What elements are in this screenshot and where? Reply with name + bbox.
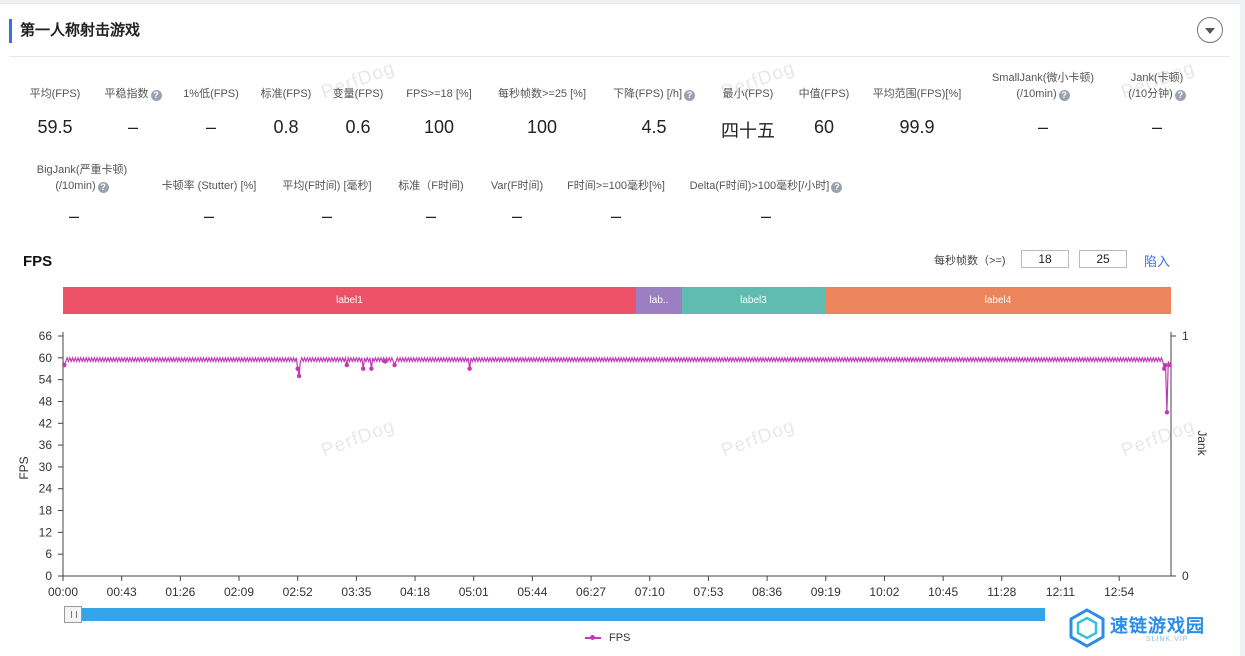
metric-value: – bbox=[321, 206, 332, 226]
metric-big-jank: BigJank(严重卡顿) (/10min)? – bbox=[20, 162, 144, 232]
metric-label: 1%低(FPS) bbox=[183, 88, 239, 100]
help-icon[interactable]: ? bbox=[684, 90, 696, 101]
metric-label-unit: (/10min) bbox=[55, 180, 96, 192]
metric-value: – bbox=[425, 206, 436, 226]
metric-stutter: 卡顿率 (Stutter) [%] – bbox=[152, 178, 266, 232]
help-icon[interactable]: ? bbox=[97, 182, 109, 193]
metric-small-jank: SmallJank(微小卡顿) (/10min)? – bbox=[976, 70, 1110, 142]
metric-label: Var(F时间) bbox=[490, 180, 544, 192]
metric-label: 平稳指数 bbox=[104, 88, 149, 100]
metric-fps-ge-18: FPS>=18 [%] 100 bbox=[399, 86, 479, 142]
metric-label: 标准（F时间) bbox=[398, 180, 464, 192]
help-icon[interactable]: ? bbox=[1058, 90, 1070, 101]
metric-value: – bbox=[203, 206, 214, 226]
fps-chart-title: FPS bbox=[23, 253, 53, 270]
metric-value: 0.8 bbox=[273, 117, 299, 137]
chart-legend[interactable]: FPS bbox=[585, 632, 630, 644]
metric-var-frametime: Var(F时间) – bbox=[480, 178, 554, 232]
timeline-scrollbar[interactable] bbox=[64, 608, 1045, 621]
help-icon[interactable]: ? bbox=[150, 90, 162, 101]
help-icon[interactable]: ? bbox=[1174, 90, 1186, 101]
metric-value: 99.9 bbox=[899, 117, 935, 137]
label-band-3[interactable]: label3 bbox=[682, 287, 825, 314]
threshold-label: 每秒帧数（>=) bbox=[934, 255, 1006, 267]
metric-value: – bbox=[1037, 117, 1048, 137]
metric-label: 平均(FPS) bbox=[29, 88, 81, 100]
section-title: 第一人称射击游戏 bbox=[9, 19, 140, 43]
metric-avg-frametime: 平均(F时间) [毫秒] – bbox=[272, 178, 382, 232]
metric-label: BigJank(严重卡顿) bbox=[36, 164, 128, 176]
metric-label: 中值(FPS) bbox=[798, 88, 850, 100]
metric-label: Delta(F时间)>100毫秒[/小时] bbox=[689, 180, 830, 192]
apply-threshold-link[interactable]: 陷入 bbox=[1144, 254, 1171, 269]
metric-value: – bbox=[760, 206, 771, 226]
metric-frametime-ge-100: F时间>=100毫秒[%] – bbox=[560, 178, 672, 232]
metric-value: 60 bbox=[813, 117, 835, 137]
metric-fps-ge-25: 每秒帧数>=25 [%] 100 bbox=[490, 86, 594, 142]
timeline-scroll-handle[interactable] bbox=[64, 606, 82, 623]
help-icon[interactable]: ? bbox=[831, 182, 843, 193]
metric-value: – bbox=[610, 206, 621, 226]
metric-label: Jank(卡顿) bbox=[1130, 72, 1184, 84]
metric-label-unit: (/10分钟) bbox=[1128, 88, 1173, 100]
metric-avg-fps: 平均(FPS) 59.5 bbox=[20, 86, 90, 142]
label-band-1[interactable]: label1 bbox=[63, 287, 636, 314]
metric-value: – bbox=[68, 206, 79, 226]
metric-value: – bbox=[205, 117, 216, 137]
metric-min-fps: 最小(FPS) 四十五 bbox=[712, 86, 784, 142]
metric-drop-fps: 下降(FPS) [/h]? 4.5 bbox=[604, 86, 704, 142]
metric-value: – bbox=[1151, 117, 1162, 137]
site-logo: 速链游戏园 SLINK.VIP bbox=[1068, 606, 1228, 652]
metric-label: 平均范围(FPS)[%] bbox=[872, 88, 962, 100]
metric-value: 四十五 bbox=[721, 121, 775, 141]
threshold-input-2[interactable]: 25 bbox=[1079, 250, 1127, 268]
legend-series-marker bbox=[585, 635, 601, 641]
threshold-input-1[interactable]: 18 bbox=[1021, 250, 1069, 268]
metric-label: 下降(FPS) [/h] bbox=[612, 88, 683, 100]
label-band-4[interactable]: label4 bbox=[825, 287, 1171, 314]
metric-value: 0.6 bbox=[345, 117, 371, 137]
metric-label-unit: (/10min) bbox=[1016, 88, 1057, 100]
metric-avg-range: 平均范围(FPS)[%] 99.9 bbox=[862, 86, 972, 142]
metric-label: 卡顿率 (Stutter) [%] bbox=[161, 180, 257, 192]
metric-smooth-index: 平稳指数? – bbox=[98, 86, 168, 142]
metric-label: 最小(FPS) bbox=[722, 88, 774, 100]
metric-label: FPS>=18 [%] bbox=[406, 88, 472, 100]
metric-label: 变量(FPS) bbox=[332, 88, 384, 100]
metric-median-fps: 中值(FPS) 60 bbox=[789, 86, 859, 142]
metric-1pct-low: 1%低(FPS) – bbox=[176, 86, 246, 142]
metric-value: 100 bbox=[526, 117, 558, 137]
metric-value: 59.5 bbox=[37, 117, 73, 137]
metric-label: 每秒帧数>=25 [%] bbox=[497, 88, 587, 100]
metric-value: 4.5 bbox=[641, 117, 667, 137]
collapse-chevron-icon[interactable] bbox=[1197, 17, 1223, 43]
metric-var-fps: 变量(FPS) 0.6 bbox=[323, 86, 393, 142]
metric-label: 标准(FPS) bbox=[260, 88, 312, 100]
metric-label: SmallJank(微小卡顿) bbox=[991, 72, 1095, 84]
metric-value: – bbox=[511, 206, 522, 226]
logo-text: 速链游戏园 bbox=[1110, 616, 1205, 636]
metric-label: F时间>=100毫秒[%] bbox=[567, 180, 665, 192]
metric-jank: Jank(卡顿) (/10分钟)? – bbox=[1112, 70, 1202, 142]
metric-value: – bbox=[127, 117, 138, 137]
logo-cube-icon bbox=[1069, 608, 1105, 648]
legend-series-label: FPS bbox=[609, 632, 631, 644]
label-band-2[interactable]: lab.. bbox=[636, 287, 682, 314]
metric-delta-frametime: Delta(F时间)>100毫秒[/小时]? – bbox=[684, 178, 848, 232]
metric-label: 平均(F时间) [毫秒] bbox=[282, 180, 372, 192]
logo-subtext: SLINK.VIP bbox=[1146, 636, 1189, 643]
metric-std-frametime: 标准（F时间) – bbox=[388, 178, 474, 232]
title-divider bbox=[9, 56, 1230, 57]
metric-std-fps: 标准(FPS) 0.8 bbox=[251, 86, 321, 142]
metric-value: 100 bbox=[423, 117, 455, 137]
fps-report-panel: 第一人称射击游戏 bbox=[0, 3, 1240, 656]
